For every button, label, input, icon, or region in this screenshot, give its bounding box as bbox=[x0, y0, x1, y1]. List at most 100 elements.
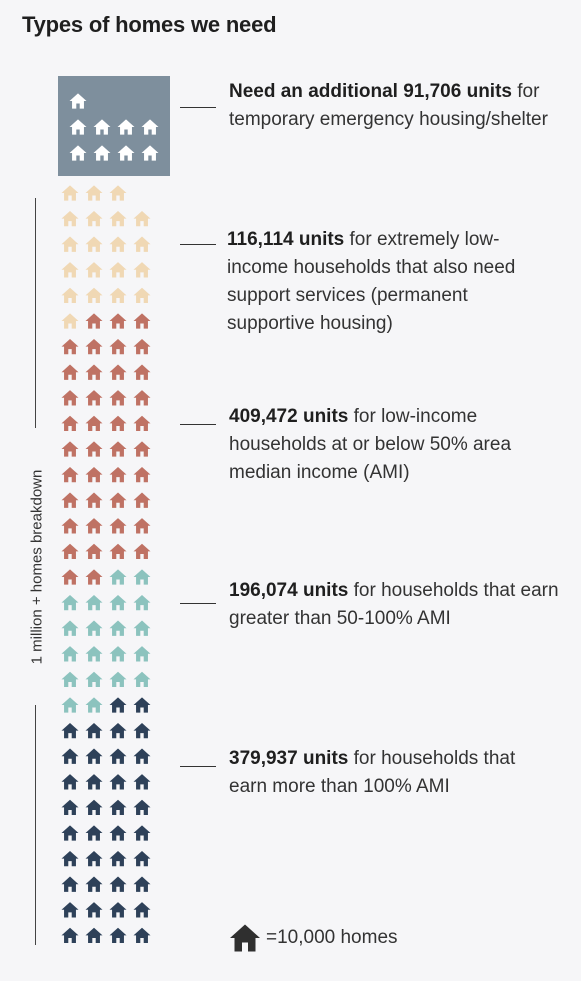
house-icon-low-income bbox=[109, 338, 127, 355]
house-icon-mid-income bbox=[109, 594, 127, 611]
house-icon-mid-income bbox=[61, 697, 79, 713]
house-icon-supportive bbox=[61, 185, 79, 201]
house-icon-mid-income bbox=[133, 594, 151, 611]
house-icon-low-income bbox=[61, 338, 79, 355]
house-icon-high-income bbox=[61, 902, 79, 918]
house-icon-high-income bbox=[85, 774, 103, 790]
annotation-mid-income-text: for households that earn greater than 50… bbox=[229, 580, 559, 629]
house-icon-low-income bbox=[133, 338, 151, 355]
house-icon-low-income bbox=[109, 313, 127, 329]
house-icon-supportive bbox=[133, 236, 151, 252]
house-icon-high-income bbox=[133, 774, 151, 790]
house-icon-low-income bbox=[133, 390, 151, 406]
house-icon-high-income bbox=[61, 927, 79, 944]
house-icon-high-income bbox=[61, 850, 79, 867]
house-icon-supportive bbox=[109, 185, 127, 201]
house-icon-high-income bbox=[61, 825, 79, 841]
house-icon-low-income bbox=[85, 543, 103, 560]
house-icon-low-income bbox=[109, 441, 127, 457]
house-icon-high-income bbox=[109, 825, 127, 841]
house-icon-supportive bbox=[61, 262, 79, 278]
annotation-shelter-text: for temporary emergency housing/shelter bbox=[229, 81, 548, 130]
house-icon-low-income bbox=[61, 441, 79, 457]
house-icon-low-income bbox=[85, 492, 103, 508]
house-icon-low-income bbox=[85, 313, 103, 329]
house-icon-mid-income bbox=[85, 671, 103, 688]
house-icon-shelter bbox=[69, 145, 87, 161]
house-icon-high-income bbox=[85, 825, 103, 841]
house-icon-mid-income bbox=[133, 646, 151, 662]
leader-line-shelter bbox=[180, 107, 216, 108]
vertical-label: 1 million + homes breakdown bbox=[28, 469, 46, 665]
house-icon-low-income bbox=[133, 518, 151, 534]
annotation-low-income: 409,472 units for low-income households … bbox=[229, 403, 529, 487]
house-icon-low-income bbox=[61, 415, 79, 432]
house-icon-high-income bbox=[85, 748, 103, 764]
house-icon-supportive bbox=[85, 185, 103, 201]
house-icon-supportive bbox=[85, 236, 103, 252]
house-icon-high-income bbox=[133, 748, 151, 764]
house-icon-supportive bbox=[109, 210, 127, 227]
house-icon-high-income bbox=[109, 902, 127, 918]
house-icon-low-income bbox=[109, 466, 127, 483]
house-icon-low-income bbox=[85, 364, 103, 380]
house-icon-mid-income bbox=[109, 671, 127, 688]
house-icon-shelter bbox=[117, 119, 135, 135]
house-icon-low-income bbox=[85, 415, 103, 432]
house-icon-low-income bbox=[133, 466, 151, 483]
house-icon-low-income bbox=[133, 415, 151, 432]
house-icon-high-income bbox=[85, 799, 103, 816]
house-icon-supportive bbox=[61, 210, 79, 227]
annotation-supportive: 116,114 units for extremely low-income h… bbox=[227, 226, 547, 338]
house-icon-high-income bbox=[61, 748, 79, 764]
house-icon-high-income bbox=[133, 927, 151, 944]
annotation-supportive-text: for extremely low-income households that… bbox=[227, 229, 516, 334]
annotation-low-income-text: for low-income households at or below 50… bbox=[229, 406, 512, 483]
house-icon-low-income bbox=[109, 364, 127, 380]
house-icon-low-income bbox=[61, 466, 79, 483]
house-icon-mid-income bbox=[85, 620, 103, 636]
house-icon bbox=[230, 924, 260, 952]
house-icon-mid-income bbox=[109, 620, 127, 636]
house-icon-shelter bbox=[141, 119, 159, 135]
house-icon-high-income bbox=[61, 774, 79, 790]
house-icon-high-income bbox=[61, 722, 79, 739]
house-icon-high-income bbox=[85, 927, 103, 944]
house-icon-low-income bbox=[85, 466, 103, 483]
annotation-high-income: 379,937 units for households that earn m… bbox=[229, 745, 529, 801]
house-icon-supportive bbox=[133, 287, 151, 304]
house-icon-supportive bbox=[133, 262, 151, 278]
house-icon-mid-income bbox=[109, 569, 127, 585]
house-icon-high-income bbox=[133, 825, 151, 841]
house-icon-low-income bbox=[61, 518, 79, 534]
house-icon-low-income bbox=[109, 415, 127, 432]
house-icon-high-income bbox=[109, 697, 127, 713]
house-icon-high-income bbox=[61, 876, 79, 892]
leader-line-supportive bbox=[180, 244, 216, 245]
house-icon-mid-income bbox=[85, 697, 103, 713]
house-icon-low-income bbox=[61, 364, 79, 380]
house-icon-mid-income bbox=[133, 671, 151, 688]
house-icon-high-income bbox=[133, 722, 151, 739]
house-icon-low-income bbox=[133, 543, 151, 560]
house-icon-low-income bbox=[133, 313, 151, 329]
house-icon-supportive bbox=[61, 287, 79, 304]
annotation-supportive-bold: 116,114 units bbox=[227, 229, 345, 250]
house-icon-supportive bbox=[85, 262, 103, 278]
page-title: Types of homes we need bbox=[22, 12, 277, 37]
house-icon-high-income bbox=[133, 799, 151, 816]
house-icon-low-income bbox=[85, 569, 103, 585]
house-icon-high-income bbox=[109, 748, 127, 764]
annotation-high-income-text: for households that earn more than 100% … bbox=[229, 748, 516, 797]
vertical-bracket-top bbox=[35, 198, 36, 428]
house-icon-supportive bbox=[133, 210, 151, 227]
house-icon-high-income bbox=[133, 697, 151, 713]
house-icon-shelter bbox=[93, 145, 111, 161]
house-icon-shelter bbox=[141, 145, 159, 161]
annotation-mid-income-bold: 196,074 units bbox=[229, 580, 349, 601]
house-icon-low-income bbox=[61, 390, 79, 406]
house-icon-low-income bbox=[133, 492, 151, 508]
leader-line-mid-income bbox=[180, 603, 216, 604]
annotation-low-income-bold: 409,472 units bbox=[229, 406, 349, 427]
